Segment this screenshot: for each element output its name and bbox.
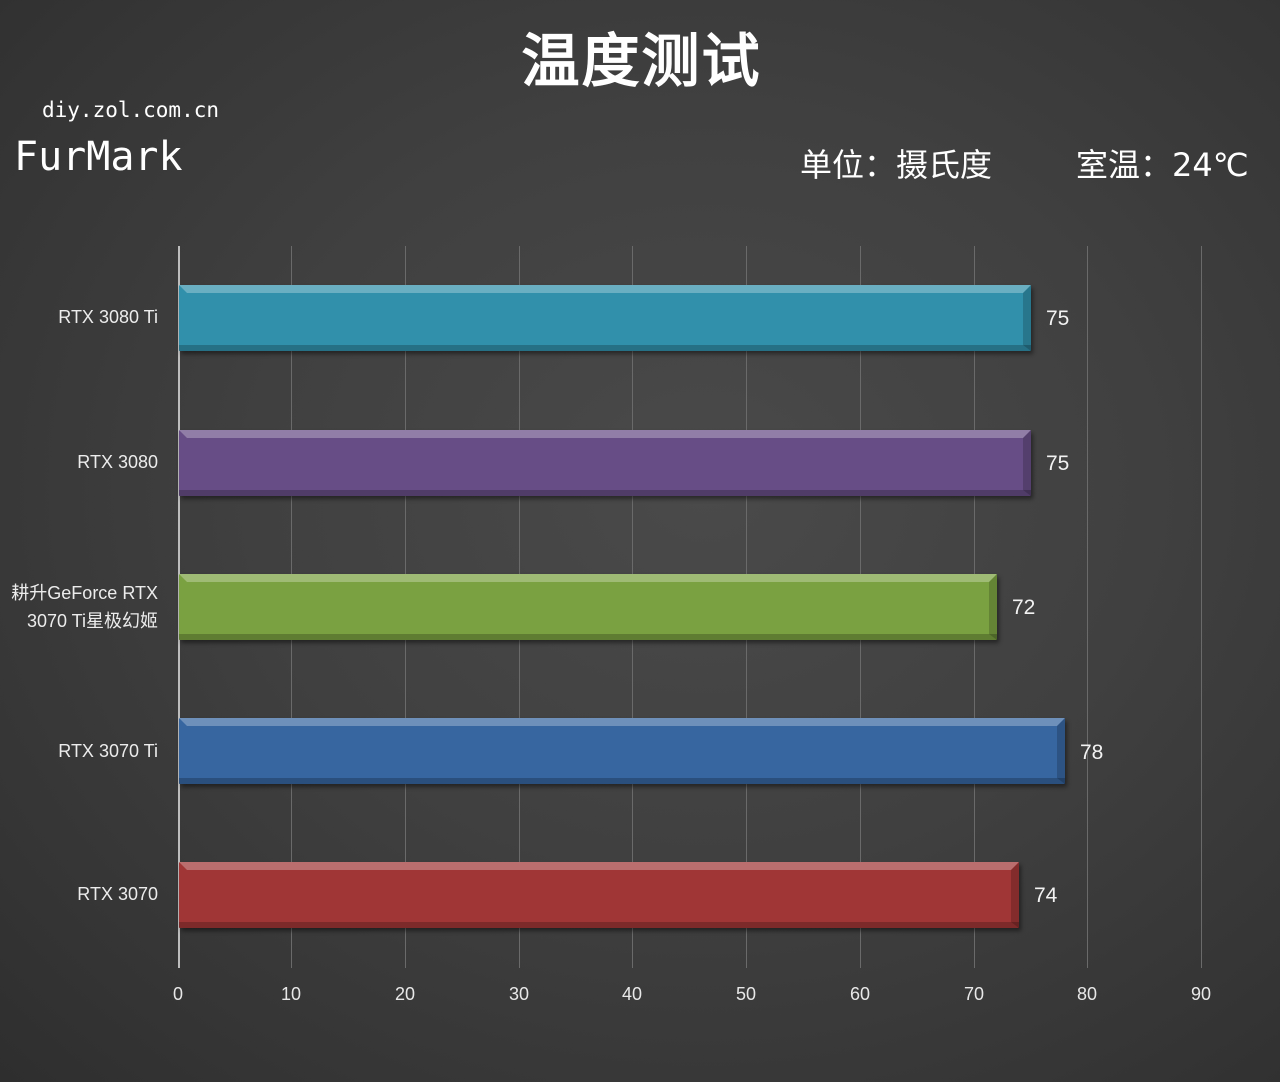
value-label-rtx-3070: 74: [1034, 884, 1058, 907]
x-tick-40: 40: [621, 984, 643, 1004]
x-tick-60: 60: [849, 984, 871, 1004]
category-label-rtx-3080: RTX 3080: [77, 452, 158, 472]
x-tick-70: 70: [963, 984, 985, 1004]
value-label-rtx-3080: 75: [1046, 452, 1070, 475]
gridline-90: [1201, 246, 1202, 968]
gridline-80: [1087, 246, 1088, 968]
bar-shade: [179, 345, 1031, 351]
value-label-rtx-3080-ti: 75: [1046, 307, 1070, 330]
bar-shade: [179, 634, 997, 640]
bar-shade: [179, 778, 1065, 784]
category-label-gainward-3070-ti: 耕升GeForce RTX 3070 Ti星极幻姬: [11, 579, 158, 635]
x-tick-50: 50: [735, 984, 757, 1004]
x-tick-30: 30: [508, 984, 530, 1004]
benchmark-name: FurMark: [14, 134, 183, 180]
bar-shade: [179, 922, 1019, 928]
bar-rtx-3070: [179, 862, 1019, 928]
room-temperature-label: 室温：24℃: [1076, 146, 1249, 184]
category-label-line1: 耕升GeForce RTX: [11, 583, 158, 603]
x-tick-0: 0: [172, 984, 184, 1004]
bar-rtx-3070-ti: [179, 718, 1065, 784]
site-watermark: diy.zol.com.cn: [42, 98, 220, 122]
x-tick-10: 10: [280, 984, 302, 1004]
x-tick-80: 80: [1076, 984, 1098, 1004]
category-label-rtx-3080-ti: RTX 3080 Ti: [58, 307, 158, 327]
category-label-rtx-3070: RTX 3070: [77, 884, 158, 904]
category-label-rtx-3070-ti: RTX 3070 Ti: [58, 741, 158, 761]
bar-rtx-3080-ti: [179, 285, 1031, 351]
category-label-line2: 3070 Ti星极幻姬: [26, 611, 158, 631]
bar-shade: [179, 490, 1031, 496]
chart-title: 温度测试: [521, 27, 762, 95]
x-tick-20: 20: [394, 984, 416, 1004]
unit-label: 单位：摄氏度: [800, 146, 993, 184]
bar-rtx-3080: [179, 430, 1031, 496]
value-label-gainward-3070-ti: 72: [1012, 596, 1036, 619]
x-tick-90: 90: [1190, 984, 1212, 1004]
bar-gainward-3070-ti: [179, 574, 997, 640]
value-label-rtx-3070-ti: 78: [1080, 741, 1104, 764]
